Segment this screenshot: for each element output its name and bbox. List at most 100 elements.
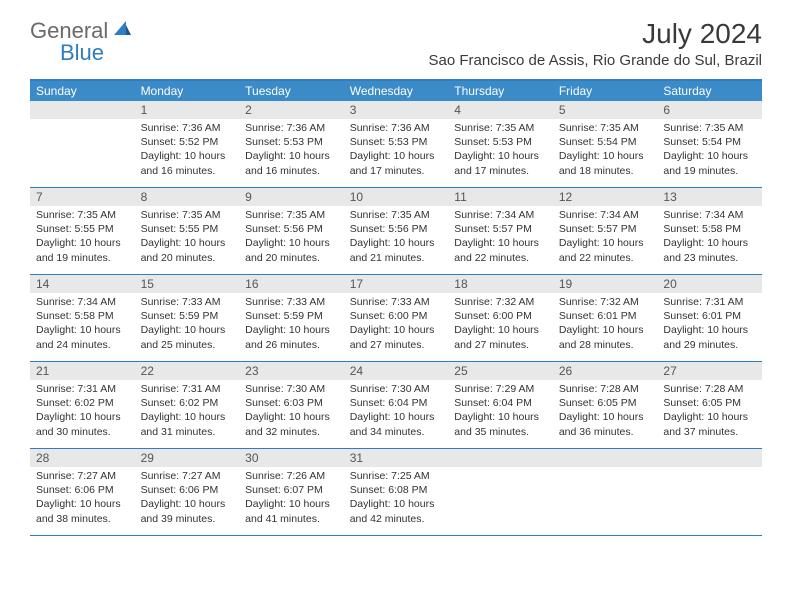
sunrise-text: Sunrise: 7:33 AM [245, 295, 338, 309]
sunset-text: Sunset: 6:05 PM [559, 396, 652, 410]
day-details: Sunrise: 7:35 AMSunset: 5:55 PMDaylight:… [135, 206, 240, 269]
sunset-text: Sunset: 6:01 PM [559, 309, 652, 323]
sunset-text: Sunset: 5:54 PM [559, 135, 652, 149]
day-number: 13 [657, 188, 762, 206]
sunrise-text: Sunrise: 7:36 AM [245, 121, 338, 135]
sunset-text: Sunset: 5:55 PM [36, 222, 129, 236]
sunset-text: Sunset: 5:57 PM [559, 222, 652, 236]
calendar-day-cell: 14Sunrise: 7:34 AMSunset: 5:58 PMDayligh… [30, 275, 135, 361]
sunset-text: Sunset: 5:55 PM [141, 222, 234, 236]
sunrise-text: Sunrise: 7:35 AM [663, 121, 756, 135]
day-details: Sunrise: 7:28 AMSunset: 6:05 PMDaylight:… [657, 380, 762, 443]
day-details: Sunrise: 7:35 AMSunset: 5:56 PMDaylight:… [239, 206, 344, 269]
day-details: Sunrise: 7:35 AMSunset: 5:56 PMDaylight:… [344, 206, 449, 269]
day-number: 21 [30, 362, 135, 380]
calendar-day-cell: 15Sunrise: 7:33 AMSunset: 5:59 PMDayligh… [135, 275, 240, 361]
day-details: Sunrise: 7:31 AMSunset: 6:01 PMDaylight:… [657, 293, 762, 356]
day-details: Sunrise: 7:27 AMSunset: 6:06 PMDaylight:… [30, 467, 135, 530]
day-details: Sunrise: 7:34 AMSunset: 5:58 PMDaylight:… [30, 293, 135, 356]
calendar-day-cell: 22Sunrise: 7:31 AMSunset: 6:02 PMDayligh… [135, 362, 240, 448]
day-details: Sunrise: 7:27 AMSunset: 6:06 PMDaylight:… [135, 467, 240, 530]
day-details: Sunrise: 7:34 AMSunset: 5:57 PMDaylight:… [448, 206, 553, 269]
sunrise-text: Sunrise: 7:34 AM [36, 295, 129, 309]
day-details: Sunrise: 7:30 AMSunset: 6:04 PMDaylight:… [344, 380, 449, 443]
day-details: Sunrise: 7:29 AMSunset: 6:04 PMDaylight:… [448, 380, 553, 443]
daylight-text: Daylight: 10 hours and 22 minutes. [454, 236, 547, 264]
calendar-day-cell: 11Sunrise: 7:34 AMSunset: 5:57 PMDayligh… [448, 188, 553, 274]
calendar-day-cell: 16Sunrise: 7:33 AMSunset: 5:59 PMDayligh… [239, 275, 344, 361]
day-number: 14 [30, 275, 135, 293]
day-number: 9 [239, 188, 344, 206]
day-details: Sunrise: 7:28 AMSunset: 6:05 PMDaylight:… [553, 380, 658, 443]
daylight-text: Daylight: 10 hours and 19 minutes. [36, 236, 129, 264]
day-details: Sunrise: 7:30 AMSunset: 6:03 PMDaylight:… [239, 380, 344, 443]
calendar-day-cell: 21 Sunrise: 7:31 AMSunset: 6:02 PMDayligh… [30, 362, 135, 448]
daylight-text: Daylight: 10 hours and 39 minutes. [141, 497, 234, 525]
weekday-header: Saturday [657, 81, 762, 101]
sunrise-text: Sunrise: 7:36 AM [350, 121, 443, 135]
sunset-text: Sunset: 6:01 PM [663, 309, 756, 323]
daylight-text: Daylight: 10 hours and 25 minutes. [141, 323, 234, 351]
day-details: Sunrise: 7:26 AMSunset: 6:07 PMDaylight:… [239, 467, 344, 530]
month-title: July 2024 [429, 18, 763, 50]
daylight-text: Daylight: 10 hours and 21 minutes. [350, 236, 443, 264]
calendar-day-cell: 23Sunrise: 7:30 AMSunset: 6:03 PMDayligh… [239, 362, 344, 448]
sunset-text: Sunset: 5:53 PM [454, 135, 547, 149]
day-details: Sunrise: 7:36 AMSunset: 5:53 PMDaylight:… [239, 119, 344, 182]
day-number: 22 [135, 362, 240, 380]
calendar-day-cell: 27Sunrise: 7:28 AMSunset: 6:05 PMDayligh… [657, 362, 762, 448]
daylight-text: Daylight: 10 hours and 36 minutes. [559, 410, 652, 438]
day-number [657, 449, 762, 467]
day-details: Sunrise: 7:34 AMSunset: 5:58 PMDaylight:… [657, 206, 762, 269]
daylight-text: Daylight: 10 hours and 24 minutes. [36, 323, 129, 351]
calendar-day-cell [30, 101, 135, 187]
day-number: 15 [135, 275, 240, 293]
day-details: Sunrise: 7:36 AMSunset: 5:52 PMDaylight:… [135, 119, 240, 182]
sunset-text: Sunset: 5:52 PM [141, 135, 234, 149]
sunrise-text: Sunrise: 7:35 AM [350, 208, 443, 222]
daylight-text: Daylight: 10 hours and 41 minutes. [245, 497, 338, 525]
sunset-text: Sunset: 6:04 PM [350, 396, 443, 410]
calendar-day-cell: 9Sunrise: 7:35 AMSunset: 5:56 PMDaylight… [239, 188, 344, 274]
calendar-day-cell: 6Sunrise: 7:35 AMSunset: 5:54 PMDaylight… [657, 101, 762, 187]
day-details: Sunrise: 7:33 AMSunset: 5:59 PMDaylight:… [239, 293, 344, 356]
day-details: Sunrise: 7:35 AMSunset: 5:55 PMDaylight:… [30, 206, 135, 269]
sunrise-text: Sunrise: 7:35 AM [36, 208, 129, 222]
daylight-text: Daylight: 10 hours and 28 minutes. [559, 323, 652, 351]
logo: General Blue [30, 18, 134, 44]
day-number: 1 [135, 101, 240, 119]
day-number: 24 [344, 362, 449, 380]
calendar-day-cell: 24Sunrise: 7:30 AMSunset: 6:04 PMDayligh… [344, 362, 449, 448]
sunset-text: Sunset: 6:02 PM [36, 396, 129, 410]
daylight-text: Daylight: 10 hours and 27 minutes. [350, 323, 443, 351]
daylight-text: Daylight: 10 hours and 26 minutes. [245, 323, 338, 351]
calendar: SundayMondayTuesdayWednesdayThursdayFrid… [30, 79, 762, 536]
daylight-text: Daylight: 10 hours and 16 minutes. [245, 149, 338, 177]
day-details: Sunrise: 7:35 AMSunset: 5:53 PMDaylight:… [448, 119, 553, 182]
weekday-header: Sunday [30, 81, 135, 101]
calendar-week-row: 21Sunrise: 7:31 AMSunset: 6:02 PMDayligh… [30, 362, 762, 449]
sunset-text: Sunset: 5:54 PM [663, 135, 756, 149]
calendar-day-cell: 2Sunrise: 7:36 AMSunset: 5:53 PMDaylight… [239, 101, 344, 187]
day-number: 20 [657, 275, 762, 293]
sunset-text: Sunset: 5:58 PM [663, 222, 756, 236]
sunrise-text: Sunrise: 7:31 AM [36, 382, 129, 396]
header: General Blue July 2024 Sao Francisco de … [0, 0, 792, 73]
calendar-day-cell: 13Sunrise: 7:34 AMSunset: 5:58 PMDayligh… [657, 188, 762, 274]
calendar-day-cell: 8Sunrise: 7:35 AMSunset: 5:55 PMDaylight… [135, 188, 240, 274]
calendar-day-cell: 12Sunrise: 7:34 AMSunset: 5:57 PMDayligh… [553, 188, 658, 274]
day-number: 28 [30, 449, 135, 467]
sunset-text: Sunset: 6:05 PM [663, 396, 756, 410]
daylight-text: Daylight: 10 hours and 30 minutes. [36, 410, 129, 438]
sunrise-text: Sunrise: 7:32 AM [559, 295, 652, 309]
day-details: Sunrise: 7:36 AMSunset: 5:53 PMDaylight:… [344, 119, 449, 182]
daylight-text: Daylight: 10 hours and 20 minutes. [141, 236, 234, 264]
day-number: 12 [553, 188, 658, 206]
sunset-text: Sunset: 5:59 PM [245, 309, 338, 323]
calendar-day-cell: 10Sunrise: 7:35 AMSunset: 5:56 PMDayligh… [344, 188, 449, 274]
daylight-text: Daylight: 10 hours and 35 minutes. [454, 410, 547, 438]
daylight-text: Daylight: 10 hours and 17 minutes. [350, 149, 443, 177]
day-details: Sunrise: 7:33 AMSunset: 5:59 PMDaylight:… [135, 293, 240, 356]
sunset-text: Sunset: 5:57 PM [454, 222, 547, 236]
day-number [30, 101, 135, 119]
